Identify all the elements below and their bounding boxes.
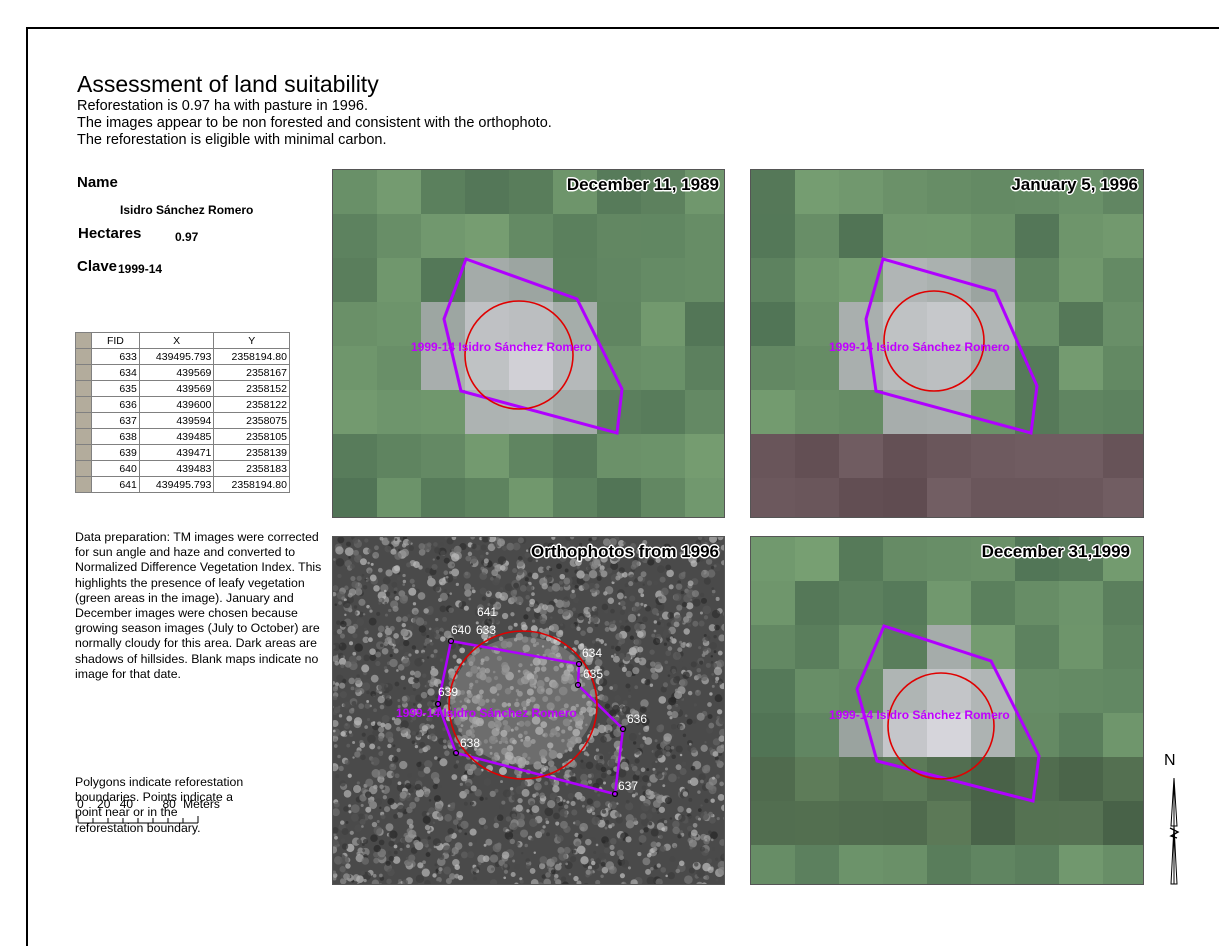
- table-body: 633 439495.793 2358194.80 634 439569 2358167 6…: [76, 349, 290, 493]
- panel-dec-1989: 1999-14 Isidro Sánchez Romero December 1…: [332, 169, 725, 518]
- table-gutter: [76, 413, 92, 429]
- panel-jan-1996: 1999-14 Isidro Sánchez Romero January 5,…: [750, 169, 1144, 518]
- scale-unit: Meters: [183, 797, 220, 811]
- panel-title-jan-1996: January 5, 1996: [1011, 175, 1138, 195]
- scale-tick-80: 80: [162, 797, 175, 811]
- table-cell: 634: [91, 365, 139, 381]
- table-row: 633 439495.793 2358194.80: [76, 349, 290, 365]
- table-gutter: [76, 365, 92, 381]
- table-cell: 439471: [139, 445, 214, 461]
- polygon-label: 1999-14 Isidro Sánchez Romero: [411, 340, 592, 354]
- table-cell: 638: [91, 429, 139, 445]
- coordinates-table: FID X Y 633 439495.793 2358194.80 634 439569…: [75, 332, 290, 493]
- point-label-636: 636: [627, 712, 647, 726]
- col-x: X: [139, 333, 214, 349]
- point-label-637: 637: [618, 779, 638, 793]
- summary-line-2: The images appear to be non forested and…: [77, 115, 552, 132]
- table-cell: 2358105: [214, 429, 290, 445]
- table-cell: 2358194.80: [214, 349, 290, 365]
- table-gutter: [76, 429, 92, 445]
- table-cell: 2358167: [214, 365, 290, 381]
- table-row: 639 439471 2358139: [76, 445, 290, 461]
- page-title: Assessment of land suitability: [77, 70, 379, 98]
- table-cell: 637: [91, 413, 139, 429]
- col-fid: FID: [91, 333, 139, 349]
- panel-title-dec-1989: December 11, 1989: [567, 175, 719, 195]
- name-value: Isidro Sánchez Romero: [120, 203, 253, 217]
- clave-label: Clave: [77, 258, 117, 275]
- data-prep-note: Data preparation: TM images were correct…: [75, 530, 325, 682]
- map-image: 1999-14 Isidro Sánchez Romero: [333, 170, 725, 518]
- table-cell: 636: [91, 397, 139, 413]
- map-image: 1999-14 Isidro Sánchez Romero: [751, 537, 1144, 885]
- table-row: 637 439594 2358075: [76, 413, 290, 429]
- table-cell: 439569: [139, 381, 214, 397]
- table-cell: 439483: [139, 461, 214, 477]
- table-cell: 2358122: [214, 397, 290, 413]
- table-row: 638 439485 2358105: [76, 429, 290, 445]
- table-cell: 641: [91, 477, 139, 493]
- polygon-label: 1999-14 Isidro Sánchez Romero: [396, 706, 577, 720]
- table-cell: 439600: [139, 397, 214, 413]
- table-cell: 633: [91, 349, 139, 365]
- table-row: 636 439600 2358122: [76, 397, 290, 413]
- north-arrow-icon: [1164, 776, 1184, 888]
- map-image: 1999-14 Isidro Sánchez Romero 641 640 633 63…: [333, 537, 725, 885]
- table-row: 635 439569 2358152: [76, 381, 290, 397]
- summary-line-1: Reforestation is 0.97 ha with pasture in…: [77, 98, 368, 115]
- table-cell: 439495.793: [139, 349, 214, 365]
- name-label: Name: [77, 174, 118, 191]
- col-y: Y: [214, 333, 290, 349]
- hectares-value: 0.97: [175, 230, 198, 244]
- table-gutter: [76, 333, 92, 349]
- point-label-634: 634: [582, 646, 602, 660]
- point-label-638: 638: [460, 736, 480, 750]
- table-row: 640 439483 2358183: [76, 461, 290, 477]
- table-row: 634 439569 2358167: [76, 365, 290, 381]
- table-cell: 439495.793: [139, 477, 214, 493]
- north-label: N: [1164, 752, 1176, 770]
- point-label-635: 635: [583, 667, 603, 681]
- table-cell: 439485: [139, 429, 214, 445]
- panel-ortho-1996: 1999-14 Isidro Sánchez Romero 641 640 633 63…: [332, 536, 725, 885]
- table-cell: 635: [91, 381, 139, 397]
- table-cell: 640: [91, 461, 139, 477]
- table-cell: 639: [91, 445, 139, 461]
- table-cell: 2358183: [214, 461, 290, 477]
- scale-tick-20: 20: [97, 797, 110, 811]
- panel-title-ortho-1996: Orthophotos from 1996: [531, 542, 719, 562]
- table-cell: 439594: [139, 413, 214, 429]
- map-image: 1999-14 Isidro Sánchez Romero: [751, 170, 1144, 518]
- table-row: 641 439495.793 2358194.80: [76, 477, 290, 493]
- scale-bar-graphic: [77, 813, 202, 825]
- panel-title-dec-1999: December 31,1999: [982, 542, 1130, 562]
- polygon-label: 1999-14 Isidro Sánchez Romero: [829, 708, 1010, 722]
- scale-tick-0: 0: [77, 797, 84, 811]
- table-cell: 2358139: [214, 445, 290, 461]
- table-cell: 2358075: [214, 413, 290, 429]
- point-label-640: 640: [451, 623, 471, 637]
- table-cell: 2358152: [214, 381, 290, 397]
- table-cell: 439569: [139, 365, 214, 381]
- table-gutter: [76, 381, 92, 397]
- table-gutter: [76, 397, 92, 413]
- table-header-row: FID X Y: [76, 333, 290, 349]
- panel-dec-1999: 1999-14 Isidro Sánchez Romero December 3…: [750, 536, 1144, 885]
- point-label-641: 641: [477, 605, 497, 619]
- table-gutter: [76, 445, 92, 461]
- table-gutter: [76, 461, 92, 477]
- clave-value: 1999-14: [118, 262, 162, 276]
- table-gutter: [76, 349, 92, 365]
- scale-tick-40: 40: [120, 797, 133, 811]
- scale-bar: 0 20 40 80 Meters: [77, 797, 220, 811]
- point-label-633: 633: [476, 623, 496, 637]
- table-cell: 2358194.80: [214, 477, 290, 493]
- summary-line-3: The reforestation is eligible with minim…: [77, 132, 386, 149]
- polygon-label: 1999-14 Isidro Sánchez Romero: [829, 340, 1010, 354]
- table-gutter: [76, 477, 92, 493]
- point-label-639: 639: [438, 685, 458, 699]
- hectares-label: Hectares: [78, 225, 141, 242]
